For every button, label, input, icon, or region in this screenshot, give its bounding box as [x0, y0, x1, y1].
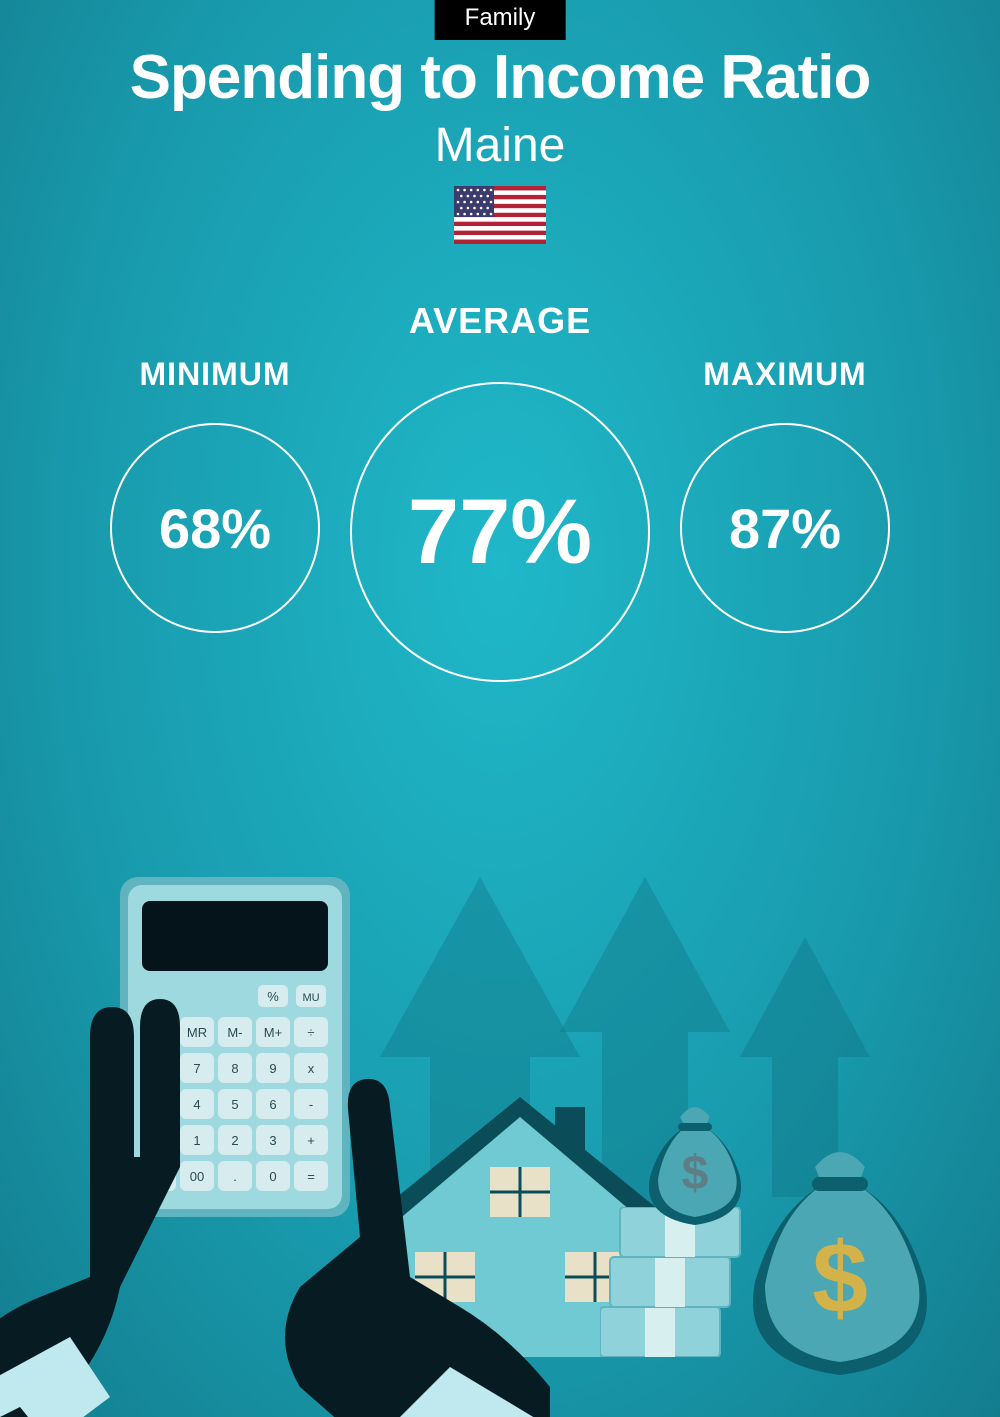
money-bag-icon: $	[640, 1097, 750, 1227]
hand-right-icon	[230, 957, 550, 1417]
stat-minimum-value: 68%	[159, 496, 271, 561]
category-tag-label: Family	[465, 4, 536, 31]
stat-average-circle: 77%	[350, 382, 650, 682]
category-tag: Family	[435, 0, 566, 40]
illustration: $ $ % MU MCMRM-M+÷+/-789x▶456-C/A123+000…	[0, 797, 1000, 1417]
subtitle: Maine	[0, 118, 1000, 173]
page-title: Spending to Income Ratio	[0, 42, 1000, 113]
stat-minimum-label: MINIMUM	[140, 356, 291, 393]
stat-maximum: MAXIMUM 87%	[680, 300, 890, 633]
stat-average-label: AVERAGE	[409, 300, 591, 342]
stat-maximum-label: MAXIMUM	[703, 356, 866, 393]
svg-text:$: $	[682, 1147, 709, 1200]
us-flag-icon	[454, 186, 546, 244]
stats-row: MINIMUM 68% AVERAGE 77% MAXIMUM 87%	[0, 300, 1000, 682]
svg-text:$: $	[812, 1222, 868, 1334]
money-bag-icon: $	[740, 1137, 940, 1377]
stat-average-value: 77%	[408, 480, 592, 585]
stat-minimum-circle: 68%	[110, 423, 320, 633]
stat-minimum: MINIMUM 68%	[110, 300, 320, 633]
stat-average: AVERAGE 77%	[350, 300, 650, 682]
stat-maximum-circle: 87%	[680, 423, 890, 633]
stat-maximum-value: 87%	[729, 496, 841, 561]
